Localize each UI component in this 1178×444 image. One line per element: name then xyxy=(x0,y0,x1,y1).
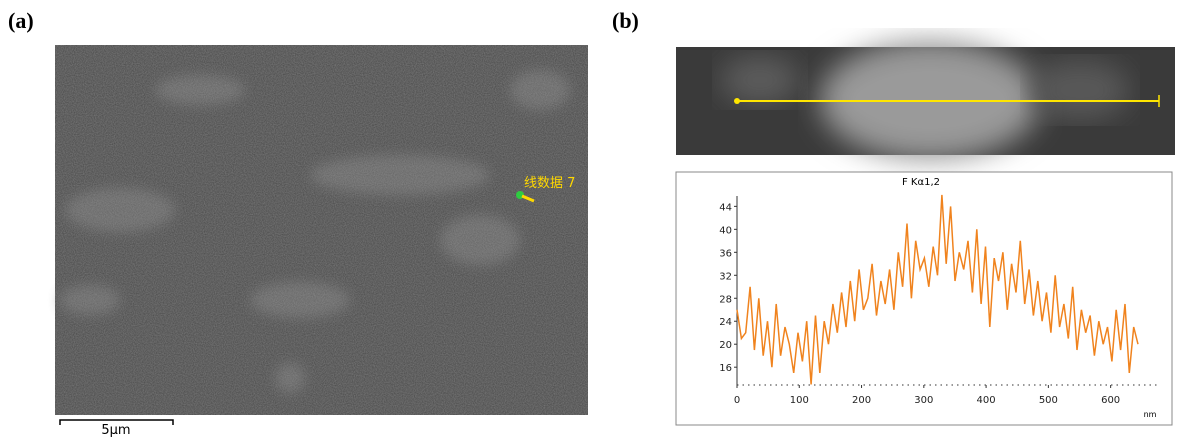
y-tick-label: 24 xyxy=(719,317,732,328)
x-tick-label: 300 xyxy=(914,395,933,406)
x-tick-label: 0 xyxy=(734,395,740,406)
y-tick-label: 20 xyxy=(719,340,732,351)
y-tick-label: 36 xyxy=(719,248,732,259)
y-tick-label: 32 xyxy=(719,271,732,282)
annotation: 线数据 7 xyxy=(524,176,575,191)
y-tick-label: 16 xyxy=(719,363,732,374)
panel-label: (a) xyxy=(8,8,34,33)
scale-bar xyxy=(59,419,174,425)
x-tick-label: 600 xyxy=(1101,395,1120,406)
line-scan-image xyxy=(676,40,1175,160)
x-tick-label: 100 xyxy=(790,395,809,406)
data-line xyxy=(736,194,1139,385)
x-tick-label: 400 xyxy=(977,395,996,406)
x-tick-label: 200 xyxy=(852,395,871,406)
scale-bar-label: 5μm xyxy=(101,423,130,438)
x-tick-label: 500 xyxy=(1039,395,1058,406)
sem-image: 线数据 7 xyxy=(55,45,588,415)
x-axis-label: nm xyxy=(1144,410,1157,419)
panel-label: (b) xyxy=(612,8,639,33)
y-tick-label: 40 xyxy=(719,225,732,236)
y-tick-label: 28 xyxy=(719,294,732,305)
marker-line xyxy=(521,194,535,203)
y-tick-label: 44 xyxy=(719,202,732,213)
chart-title: F Kα1,2 xyxy=(902,177,940,188)
